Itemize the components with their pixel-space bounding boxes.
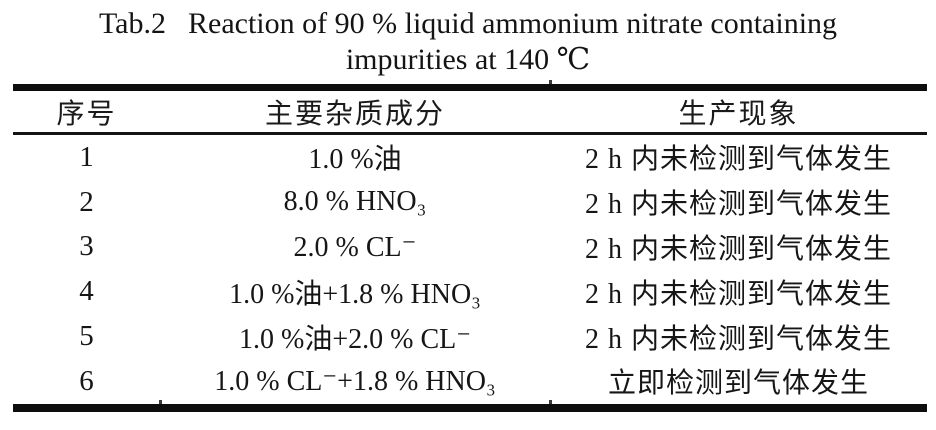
cell-no: 6 [79, 364, 94, 397]
caption-line-2: impurities at 140 ℃ [345, 43, 591, 76]
table-row: 4 1.0 %油+1.8 % HNO₃ 2 h 内未检测到气体发生 [13, 269, 927, 314]
caption-text: Reaction of 90 % liquid ammonium nitrate… [188, 7, 838, 40]
table-top-rule [13, 80, 927, 91]
column-separator-tick [549, 399, 552, 404]
table-row: 5 1.0 %油+2.0 % CL⁻ 2 h 内未检测到气体发生 [13, 314, 927, 359]
cell-phenomenon: 立即检测到气体发生 [607, 368, 869, 400]
cell-no: 1 [79, 140, 94, 173]
cell-phenomenon: 2 h 内未检测到气体发生 [584, 323, 892, 355]
column-header-phenomenon: 生产现象 [678, 98, 799, 130]
column-header-no: 序号 [56, 98, 117, 130]
cell-phenomenon: 2 h 内未检测到气体发生 [584, 144, 892, 176]
caption-line-1: Tab.2 Reaction of 90 % liquid ammonium ni… [0, 6, 936, 42]
table-row: 1 1.0 %油 2 h 内未检测到气体发生 [13, 135, 927, 180]
cell-phenomenon: 2 h 内未检测到气体发生 [584, 233, 892, 265]
header-divider-rule [13, 132, 927, 135]
column-separator-tick [549, 80, 552, 84]
cell-no: 3 [79, 230, 94, 263]
column-separator-tick [159, 399, 162, 404]
data-table: 序号 主要杂质成分 生产现象 1 1.0 %油 2 h 内未检测到气体发生 2 … [13, 80, 927, 412]
column-header-impurity: 主要杂质成分 [264, 98, 445, 130]
table-bottom-rule [13, 399, 927, 412]
cell-no: 5 [79, 320, 94, 353]
table-row: 6 1.0 % CL⁻+1.8 % HNO₃ 立即检测到气体发生 [13, 359, 927, 404]
cell-impurity: 8.0 % HNO₃ [283, 186, 427, 218]
table-row: 3 2.0 % CL⁻ 2 h 内未检测到气体发生 [13, 225, 927, 270]
table-caption: Tab.2 Reaction of 90 % liquid ammonium ni… [0, 0, 936, 78]
table-number-label: Tab.2 [98, 7, 166, 40]
cell-impurity: 2.0 % CL⁻ [293, 231, 417, 263]
cell-phenomenon: 2 h 内未检测到气体发生 [584, 189, 892, 221]
cell-impurity: 1.0 %油+2.0 % CL⁻ [239, 323, 471, 355]
cell-phenomenon: 2 h 内未检测到气体发生 [584, 278, 892, 310]
cell-impurity: 1.0 %油 [308, 144, 402, 176]
table-header-row: 序号 主要杂质成分 生产现象 [13, 91, 927, 132]
cell-no: 4 [79, 275, 94, 308]
cell-impurity: 1.0 %油+1.8 % HNO₃ [229, 278, 481, 310]
table-row: 2 8.0 % HNO₃ 2 h 内未检测到气体发生 [13, 180, 927, 225]
cell-impurity: 1.0 % CL⁻+1.8 % HNO₃ [214, 366, 496, 398]
cell-no: 2 [79, 185, 94, 218]
